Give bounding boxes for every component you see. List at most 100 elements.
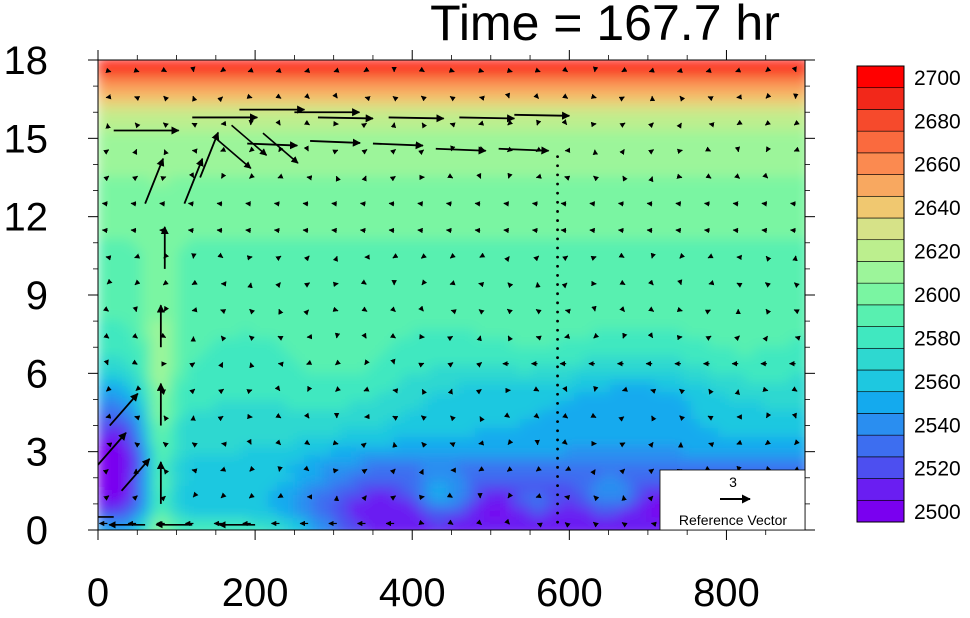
wind-vector	[363, 386, 370, 392]
wind-vector	[389, 468, 396, 475]
wind-vector	[275, 93, 282, 99]
wind-vector	[765, 92, 772, 99]
wind-vector	[561, 282, 568, 289]
wind-vector	[332, 92, 338, 99]
wind-vector	[765, 308, 772, 315]
wind-vector	[648, 67, 655, 73]
colorbar-label: 2600	[914, 284, 961, 307]
wind-vector	[248, 492, 255, 499]
wind-vector	[507, 492, 514, 499]
vector-dot	[556, 365, 559, 369]
wind-vector	[163, 415, 170, 422]
vector-dot	[556, 264, 559, 268]
colorbar-label: 2540	[914, 414, 961, 437]
y-tick-label: 3	[26, 431, 48, 475]
colorbar-label: 2500	[914, 501, 961, 524]
chart-title: Time = 167.7 hr	[430, 0, 780, 51]
wind-vector	[220, 172, 227, 179]
wind-vector	[506, 466, 513, 472]
wind-vector	[217, 415, 224, 422]
wind-vector	[359, 201, 366, 207]
wind-vector	[761, 227, 768, 234]
wind-vector	[273, 227, 280, 234]
wind-vector	[564, 522, 571, 528]
wind-vector	[503, 201, 509, 207]
wind-vector	[762, 172, 769, 179]
colorbar-swatch	[856, 152, 905, 175]
wind-vector	[650, 388, 657, 394]
wind-vector	[794, 439, 800, 446]
wind-vector	[534, 67, 541, 73]
vector-dot	[556, 520, 559, 524]
colorbar-swatch	[856, 413, 905, 436]
wind-vector	[249, 173, 255, 179]
wind-vector	[304, 67, 311, 73]
wind-vector	[303, 465, 310, 472]
wind-vector	[507, 335, 513, 342]
wind-vector	[361, 468, 368, 475]
wind-vector	[707, 96, 714, 102]
wind-vector	[475, 388, 482, 395]
inflow-vector	[98, 432, 127, 466]
colorbar-label: 2620	[914, 241, 961, 264]
wind-vector	[216, 227, 223, 234]
vector-dot	[556, 200, 559, 204]
wind-vector	[101, 227, 108, 234]
vector-dot	[556, 356, 559, 360]
wind-vector	[531, 201, 538, 207]
vector-dot	[556, 292, 559, 296]
wind-vector	[131, 495, 138, 501]
wind-vector	[392, 95, 399, 102]
wind-vector	[764, 120, 771, 126]
wind-vector	[275, 67, 282, 73]
wind-vector	[617, 201, 624, 207]
wind-vector	[504, 412, 510, 418]
vector-dot	[556, 237, 559, 241]
wind-vector	[275, 119, 281, 126]
wind-vector	[335, 359, 341, 366]
wind-vector	[421, 122, 428, 129]
colorbar-frame	[856, 65, 905, 523]
vector-dot	[556, 310, 559, 314]
wind-vector	[562, 385, 568, 392]
wind-vector	[335, 386, 341, 392]
vector-dot	[556, 155, 559, 159]
wind-vector	[191, 279, 198, 286]
wind-vector	[707, 253, 714, 259]
wind-vector	[418, 305, 424, 312]
wind-vector	[617, 227, 624, 234]
wind-vector	[621, 522, 628, 528]
wind-vector	[191, 442, 198, 448]
wind-vector	[303, 93, 310, 99]
vector-dot	[556, 401, 559, 405]
wind-vector	[478, 466, 485, 472]
y-tick-label: 12	[4, 196, 49, 240]
wind-vector	[648, 279, 654, 286]
wind-vector	[562, 66, 569, 73]
wind-vector	[793, 119, 800, 126]
wind-vector	[302, 227, 309, 234]
vector-dot	[556, 274, 559, 277]
wind-vector	[277, 173, 284, 179]
wind-vector	[705, 67, 712, 73]
wind-vector	[218, 361, 224, 369]
x-tick-label: 400	[379, 571, 446, 615]
wind-vector	[535, 493, 542, 499]
wind-vector	[306, 359, 313, 365]
colorbar-swatch	[856, 217, 905, 241]
wind-vector	[621, 66, 628, 73]
wind-vector	[790, 201, 796, 207]
vector-dot	[556, 456, 559, 460]
vector-dot	[556, 383, 559, 387]
vector-dot	[556, 283, 559, 286]
wind-vector	[646, 227, 653, 234]
wind-vector	[307, 385, 313, 392]
wind-vector	[105, 67, 112, 73]
wind-vector	[132, 148, 138, 155]
colorbar-swatch	[856, 391, 905, 414]
wind-vector	[361, 149, 368, 155]
wind-vector	[476, 519, 482, 526]
wind-vector	[793, 309, 800, 315]
updraft-vector	[144, 157, 165, 204]
